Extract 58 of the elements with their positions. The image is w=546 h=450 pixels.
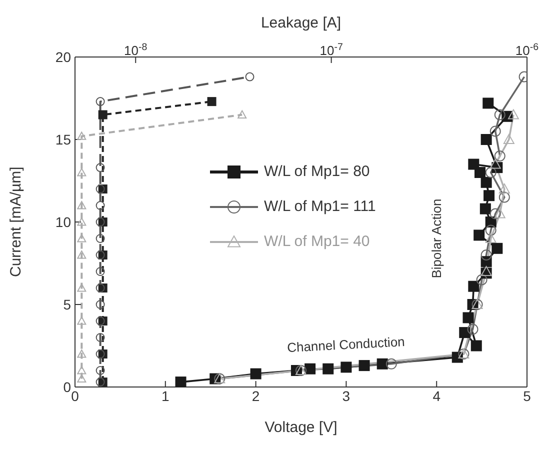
point [468,280,480,292]
point [498,192,510,203]
x2-tick-label: 10$^{-6}$ [515,42,539,58]
x-tick-label: 3 [342,388,350,404]
point [474,167,486,178]
point [494,150,506,162]
legend-label: W/L of Mp1= 80 [264,163,370,180]
point [480,134,492,145]
x2-tick-label: 10$^{-7}$ [320,42,343,58]
x-tick-label: 1 [162,388,170,404]
y-tick-label: 5 [63,296,72,312]
y-tick-label: 15 [55,131,72,148]
point [480,250,492,260]
point [462,312,474,324]
point [490,158,501,169]
point [322,363,334,374]
point [482,98,494,109]
annotation: Bipolar Action [429,198,444,278]
point [175,376,186,387]
point [490,208,501,220]
x2-tick-label: 10$^{-8}$ [124,42,148,58]
point [480,176,492,188]
point [485,224,496,236]
point [492,242,503,254]
point [358,360,370,372]
point [467,324,478,335]
point [304,363,316,374]
point [476,274,488,286]
y-axis-title: Current [mA/µm] [7,166,24,277]
point [480,266,492,276]
point [459,327,470,338]
x-axis-title: Voltage [V] [264,419,338,436]
x-tick-label: 4 [432,388,441,404]
point [490,126,501,137]
point [386,358,397,370]
point [508,109,519,120]
point [340,362,352,373]
point [494,208,506,218]
annotation: Channel Conduction [286,334,406,356]
legend-label: W/L of Mp1= 111 [264,198,376,215]
point [485,167,496,178]
point [503,134,514,144]
point [470,340,482,352]
y-tick-label: 10 [55,214,72,230]
point [494,109,506,120]
point [250,368,262,380]
y-tick-label: 20 [55,48,72,65]
point [480,203,491,214]
x-tick-label: 2 [252,388,260,404]
x-tick-label: 5 [523,388,532,404]
legend-label: W/L of Mp1= 40 [264,233,370,250]
point [484,190,495,202]
x2-axis-title: Leakage [A] [260,14,342,32]
point [376,358,388,370]
point [468,158,480,170]
point [485,233,496,243]
point [474,230,485,241]
point [498,184,510,194]
